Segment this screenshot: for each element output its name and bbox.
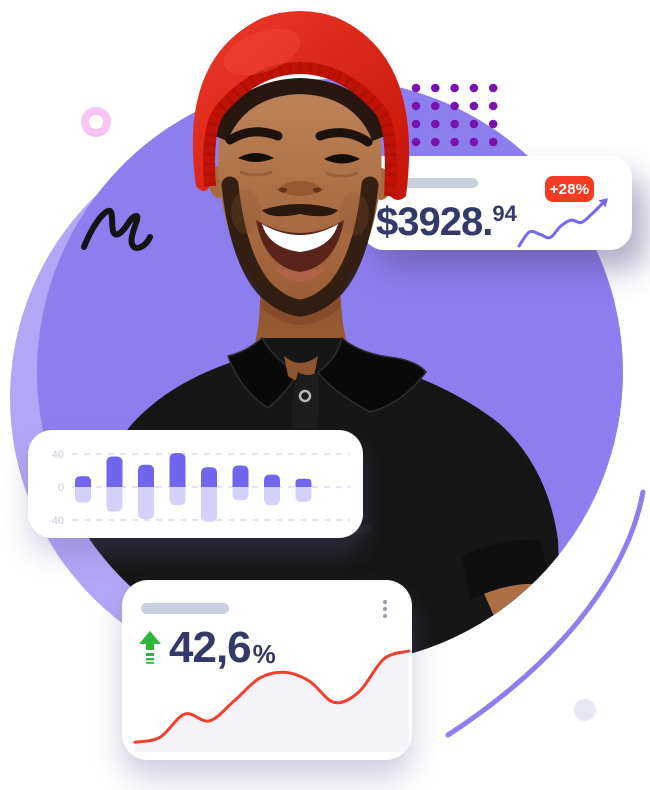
- thin-arc: [445, 489, 646, 738]
- dots-grid-pattern: [411, 83, 498, 147]
- lavender-dot: [574, 699, 596, 721]
- bar-chart-card: 40 0 -40: [28, 430, 363, 538]
- line-chart: [133, 649, 411, 752]
- placket: [291, 372, 319, 428]
- teeth: [262, 224, 338, 252]
- bar-chart: 40 0 -40: [48, 449, 350, 527]
- eyebrow-left: [225, 127, 283, 145]
- growth-card: 42,6 %: [122, 580, 412, 760]
- lower-lip: [272, 266, 328, 282]
- revenue-card: +28% $3928.94: [362, 156, 632, 250]
- hair: [212, 77, 388, 142]
- polo-button: [298, 389, 312, 403]
- mustache: [262, 204, 338, 217]
- growth-value-row: 42,6 %: [138, 626, 276, 670]
- face: [218, 90, 382, 312]
- neck: [246, 270, 356, 378]
- pink-ring: [81, 107, 111, 137]
- up-arrow-icon: [139, 631, 161, 664]
- black-squiggle: [81, 207, 153, 251]
- svg-text:0: 0: [58, 482, 64, 494]
- sleeve-hem: [462, 539, 552, 600]
- mouth: [256, 220, 344, 272]
- eye-right: [324, 154, 360, 164]
- eyebrow-right: [315, 128, 373, 147]
- nose: [276, 180, 324, 196]
- forearm: [478, 556, 548, 652]
- svg-text:-40: -40: [48, 515, 64, 527]
- growth-percent-sign: %: [252, 639, 276, 670]
- svg-text:40: 40: [52, 449, 64, 461]
- eye-left: [238, 153, 274, 162]
- collar-left: [227, 336, 300, 409]
- collar-right: [316, 336, 427, 413]
- beard: [221, 176, 379, 317]
- growth-value: 42,6: [169, 623, 252, 672]
- trend-arrow-chart: [517, 198, 608, 248]
